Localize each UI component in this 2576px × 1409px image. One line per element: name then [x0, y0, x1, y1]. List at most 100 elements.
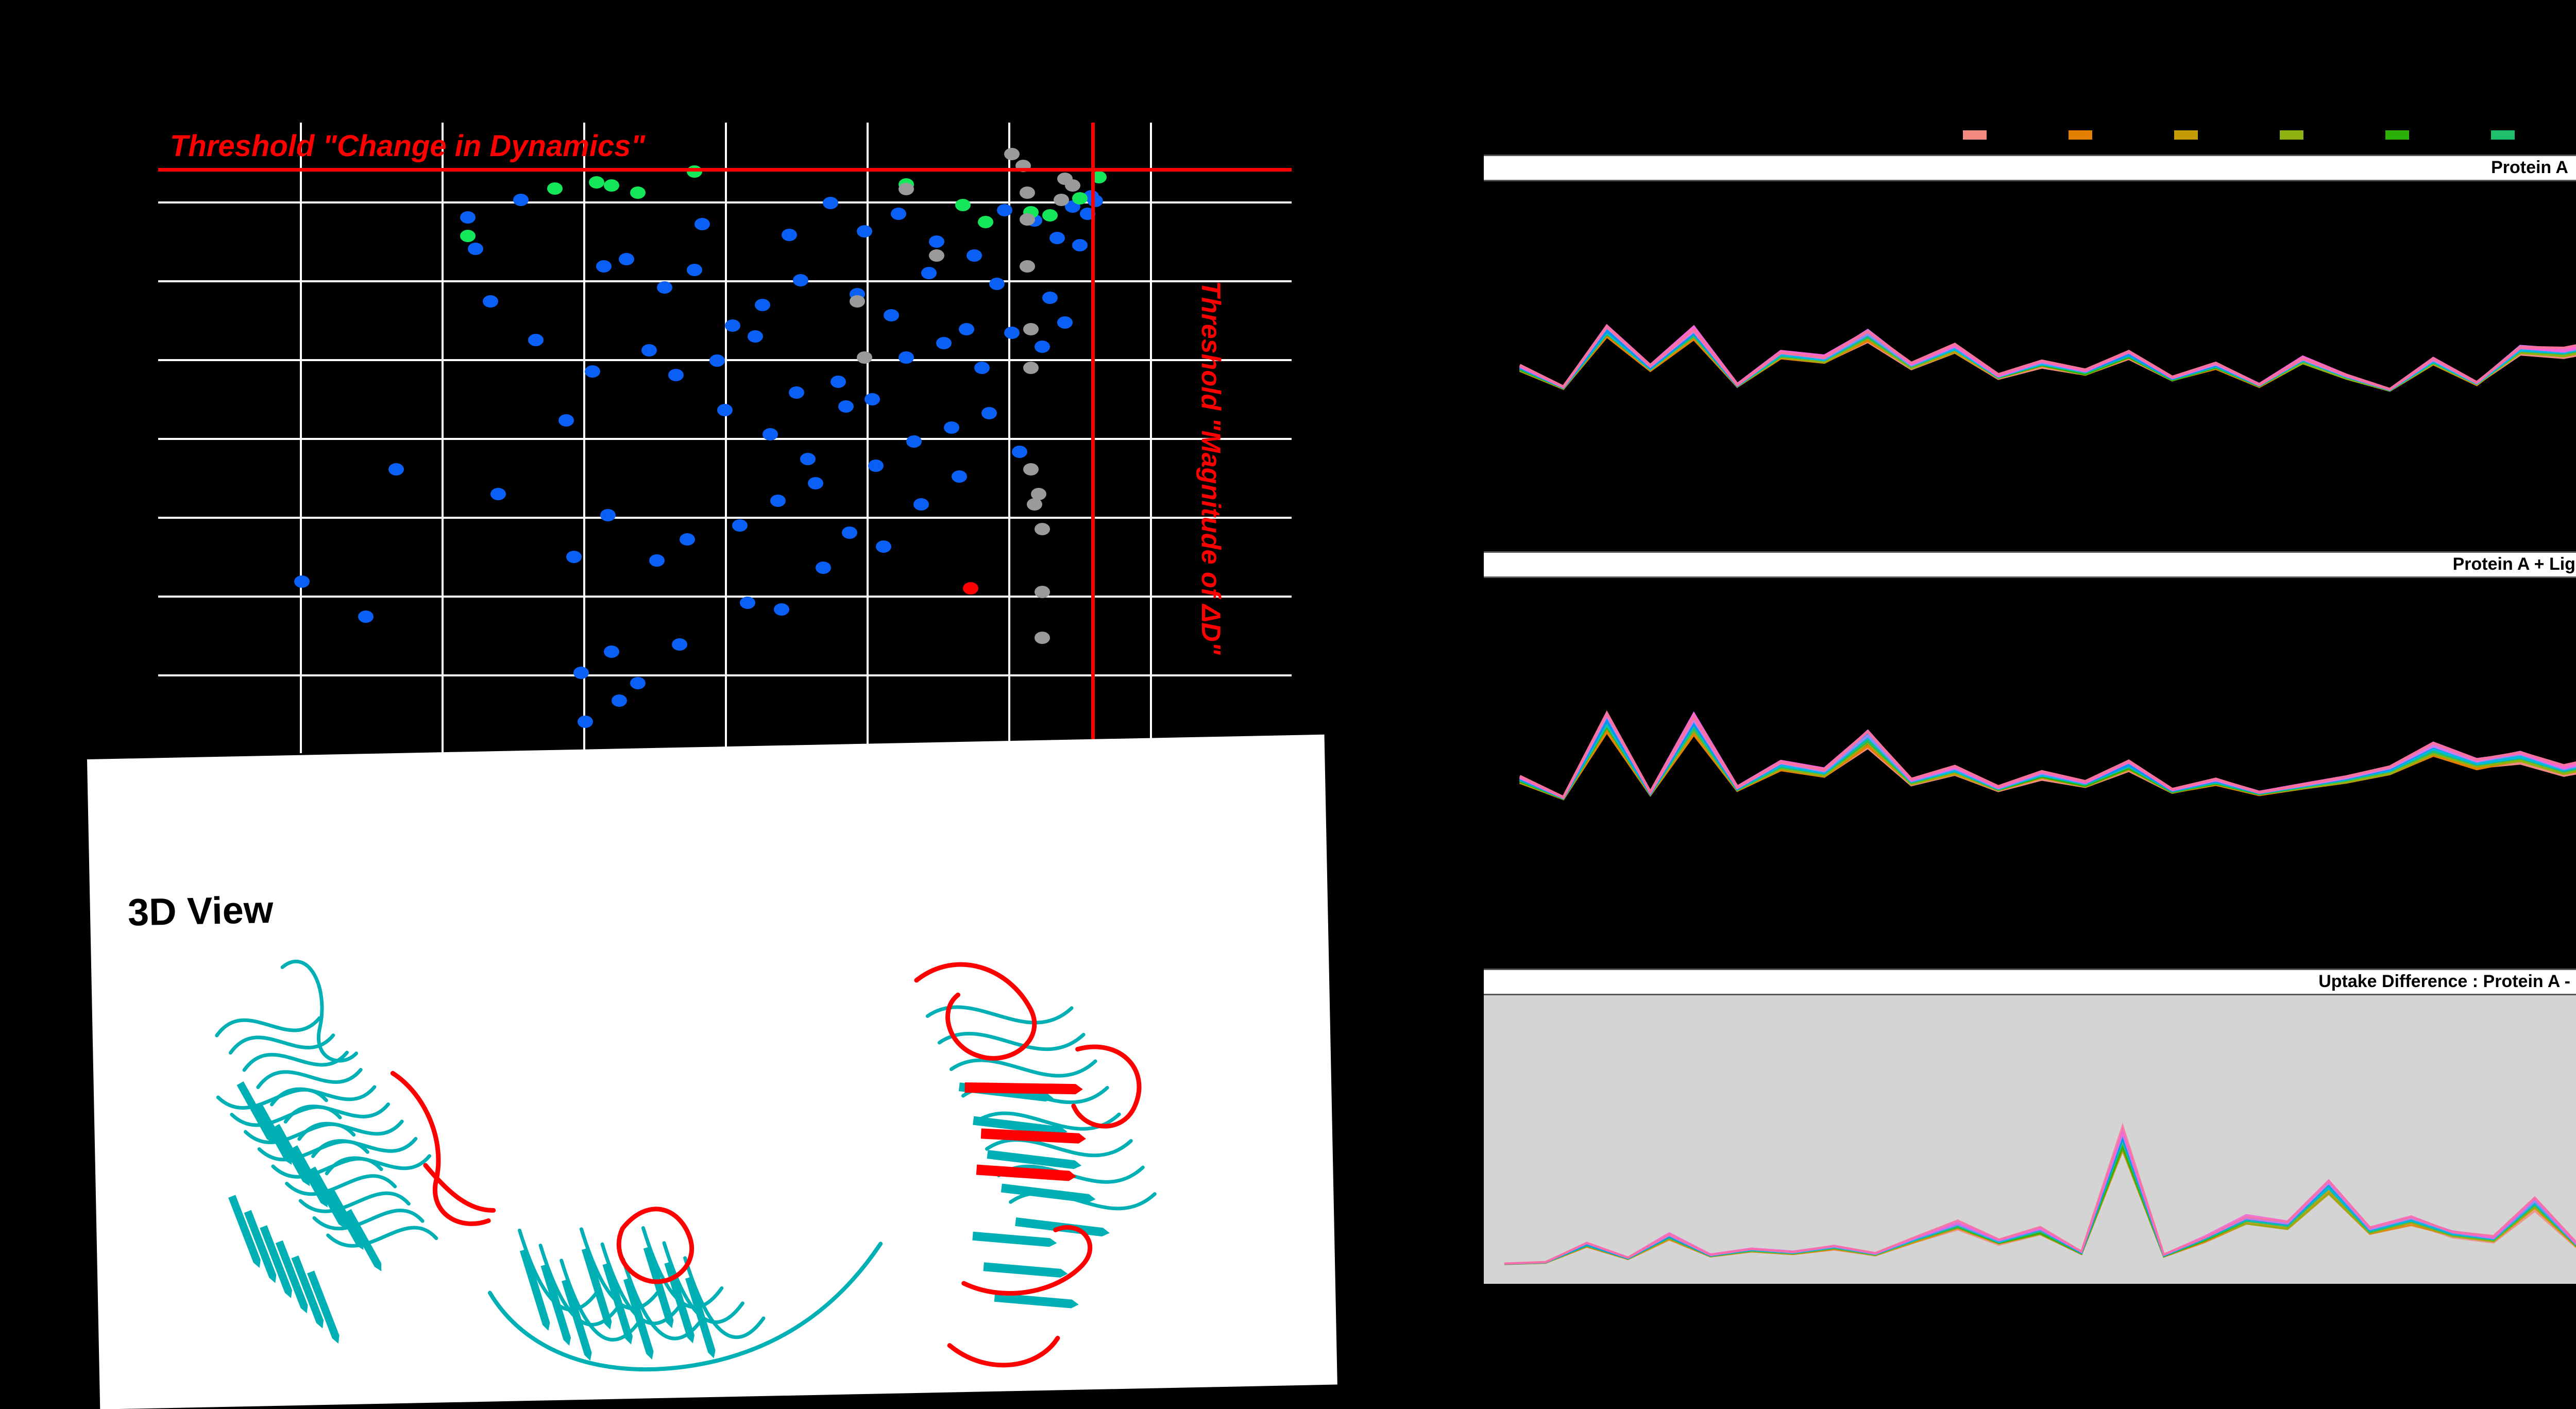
- volcano-point-significant[interactable]: [483, 295, 499, 308]
- volcano-point-significant[interactable]: [679, 533, 695, 546]
- volcano-point-significant[interactable]: [1087, 195, 1103, 208]
- volcano-point-significant[interactable]: [641, 344, 657, 357]
- volcano-point-significant[interactable]: [1042, 292, 1058, 304]
- trace-line-t6[interactable]: [1519, 294, 2576, 392]
- volcano-point-significant[interactable]: [974, 362, 990, 374]
- volcano-point-significant[interactable]: [906, 435, 922, 448]
- volcano-point-significant[interactable]: [921, 267, 937, 280]
- volcano-point-significant[interactable]: [868, 460, 884, 472]
- volcano-point-significant[interactable]: [1072, 239, 1088, 251]
- volcano-point-significant[interactable]: [1004, 327, 1020, 339]
- volcano-point-neutral[interactable]: [1019, 260, 1035, 273]
- volcano-point-significant[interactable]: [823, 197, 839, 210]
- volcano-point-significant[interactable]: [891, 207, 907, 220]
- volcano-point-significant[interactable]: [838, 400, 854, 413]
- volcano-point-significant[interactable]: [762, 428, 778, 441]
- volcano-point-significant[interactable]: [566, 551, 582, 564]
- volcano-point-flagged[interactable]: [962, 582, 978, 595]
- volcano-point-neutral[interactable]: [1023, 323, 1039, 336]
- protein-a-trace-plot[interactable]: [1484, 185, 2576, 412]
- volcano-point-significant[interactable]: [672, 638, 687, 651]
- volcano-point-highlight[interactable]: [978, 216, 993, 229]
- volcano-point-significant[interactable]: [928, 235, 944, 248]
- legend-swatch-4[interactable]: [2280, 130, 2303, 140]
- volcano-point-highlight[interactable]: [1042, 209, 1058, 222]
- protein-a-ligand-trace-plot[interactable]: [1484, 582, 2576, 819]
- legend-swatch-6[interactable]: [2491, 130, 2515, 140]
- volcano-point-neutral[interactable]: [1064, 179, 1080, 192]
- trace-line-t11[interactable]: [1504, 1130, 2576, 1265]
- volcano-point-neutral[interactable]: [1035, 631, 1050, 644]
- volcano-point-neutral[interactable]: [1023, 362, 1039, 374]
- volcano-point-neutral[interactable]: [1035, 586, 1050, 599]
- volcano-point-significant[interactable]: [951, 470, 967, 483]
- volcano-point-neutral[interactable]: [928, 249, 944, 262]
- volcano-point-neutral[interactable]: [1027, 498, 1043, 511]
- volcano-point-significant[interactable]: [600, 508, 616, 521]
- volcano-point-significant[interactable]: [967, 249, 982, 262]
- volcano-point-significant[interactable]: [1035, 341, 1050, 353]
- trace-line-t7[interactable]: [1504, 1138, 2576, 1265]
- volcano-point-significant[interactable]: [1012, 446, 1027, 459]
- volcano-point-significant[interactable]: [668, 368, 684, 381]
- trace-line-t13[interactable]: [1504, 1123, 2576, 1265]
- trace-line-t10[interactable]: [1519, 288, 2576, 391]
- volcano-point-significant[interactable]: [781, 228, 797, 241]
- legend-swatch-3[interactable]: [2174, 130, 2198, 140]
- volcano-point-significant[interactable]: [490, 487, 506, 500]
- volcano-point-significant[interactable]: [792, 274, 808, 286]
- trace-line-t13[interactable]: [1519, 290, 2576, 391]
- volcano-point-highlight[interactable]: [1072, 192, 1088, 205]
- volcano-point-highlight[interactable]: [955, 199, 971, 212]
- volcano-point-neutral[interactable]: [1004, 148, 1020, 161]
- trace-line-t4[interactable]: [1504, 1142, 2576, 1265]
- volcano-point-significant[interactable]: [687, 263, 703, 276]
- volcano-point-neutral[interactable]: [1053, 193, 1069, 206]
- volcano-point-neutral[interactable]: [849, 295, 865, 308]
- volcano-point-significant[interactable]: [709, 354, 725, 367]
- trace-line-t2[interactable]: [1519, 304, 2576, 392]
- volcano-point-significant[interactable]: [808, 477, 823, 490]
- volcano-point-significant[interactable]: [694, 218, 710, 231]
- volcano-point-significant[interactable]: [513, 193, 529, 206]
- volcano-point-significant[interactable]: [358, 610, 374, 623]
- trace-line-t9[interactable]: [1504, 1135, 2576, 1265]
- volcano-point-significant[interactable]: [740, 596, 755, 609]
- volcano-point-significant[interactable]: [842, 526, 857, 539]
- trace-line-t2[interactable]: [1519, 729, 2576, 801]
- volcano-point-significant[interactable]: [294, 575, 310, 588]
- timepoint-color-legend[interactable]: [1963, 126, 2576, 147]
- trace-line-t3[interactable]: [1504, 1147, 2576, 1265]
- volcano-point-significant[interactable]: [944, 421, 959, 434]
- volcano-point-significant[interactable]: [1057, 316, 1073, 329]
- volcano-point-neutral[interactable]: [1019, 186, 1035, 199]
- volcano-point-significant[interactable]: [388, 463, 404, 476]
- volcano-point-significant[interactable]: [747, 330, 763, 343]
- volcano-point-neutral[interactable]: [1019, 213, 1035, 226]
- volcano-point-significant[interactable]: [770, 495, 786, 507]
- volcano-point-significant[interactable]: [596, 260, 612, 273]
- volcano-point-significant[interactable]: [815, 561, 831, 574]
- volcano-point-significant[interactable]: [460, 211, 476, 224]
- trace-line-t2[interactable]: [1504, 1146, 2576, 1265]
- volcano-point-significant[interactable]: [789, 386, 805, 399]
- volcano-point-significant[interactable]: [857, 225, 873, 237]
- legend-swatch-2[interactable]: [2069, 130, 2092, 140]
- uptake-difference-trace-plot[interactable]: [1484, 995, 2576, 1284]
- trace-line-t12[interactable]: [1504, 1128, 2576, 1265]
- trace-line-t1[interactable]: [1504, 1147, 2576, 1265]
- protein-ribbon-diagram[interactable]: [153, 907, 1260, 1393]
- volcano-point-significant[interactable]: [573, 666, 589, 679]
- volcano-point-significant[interactable]: [989, 277, 1005, 290]
- volcano-point-significant[interactable]: [913, 498, 929, 511]
- volcano-point-neutral[interactable]: [1035, 522, 1050, 535]
- three-d-view-card[interactable]: 3D View: [88, 735, 1337, 1409]
- trace-line-t6[interactable]: [1519, 721, 2576, 800]
- volcano-point-significant[interactable]: [800, 452, 816, 465]
- volcano-point-significant[interactable]: [468, 242, 483, 255]
- volcano-point-highlight[interactable]: [604, 179, 619, 192]
- trace-line-t5[interactable]: [1504, 1144, 2576, 1265]
- volcano-point-significant[interactable]: [981, 407, 997, 420]
- volcano-point-highlight[interactable]: [588, 176, 604, 189]
- volcano-point-significant[interactable]: [899, 351, 914, 364]
